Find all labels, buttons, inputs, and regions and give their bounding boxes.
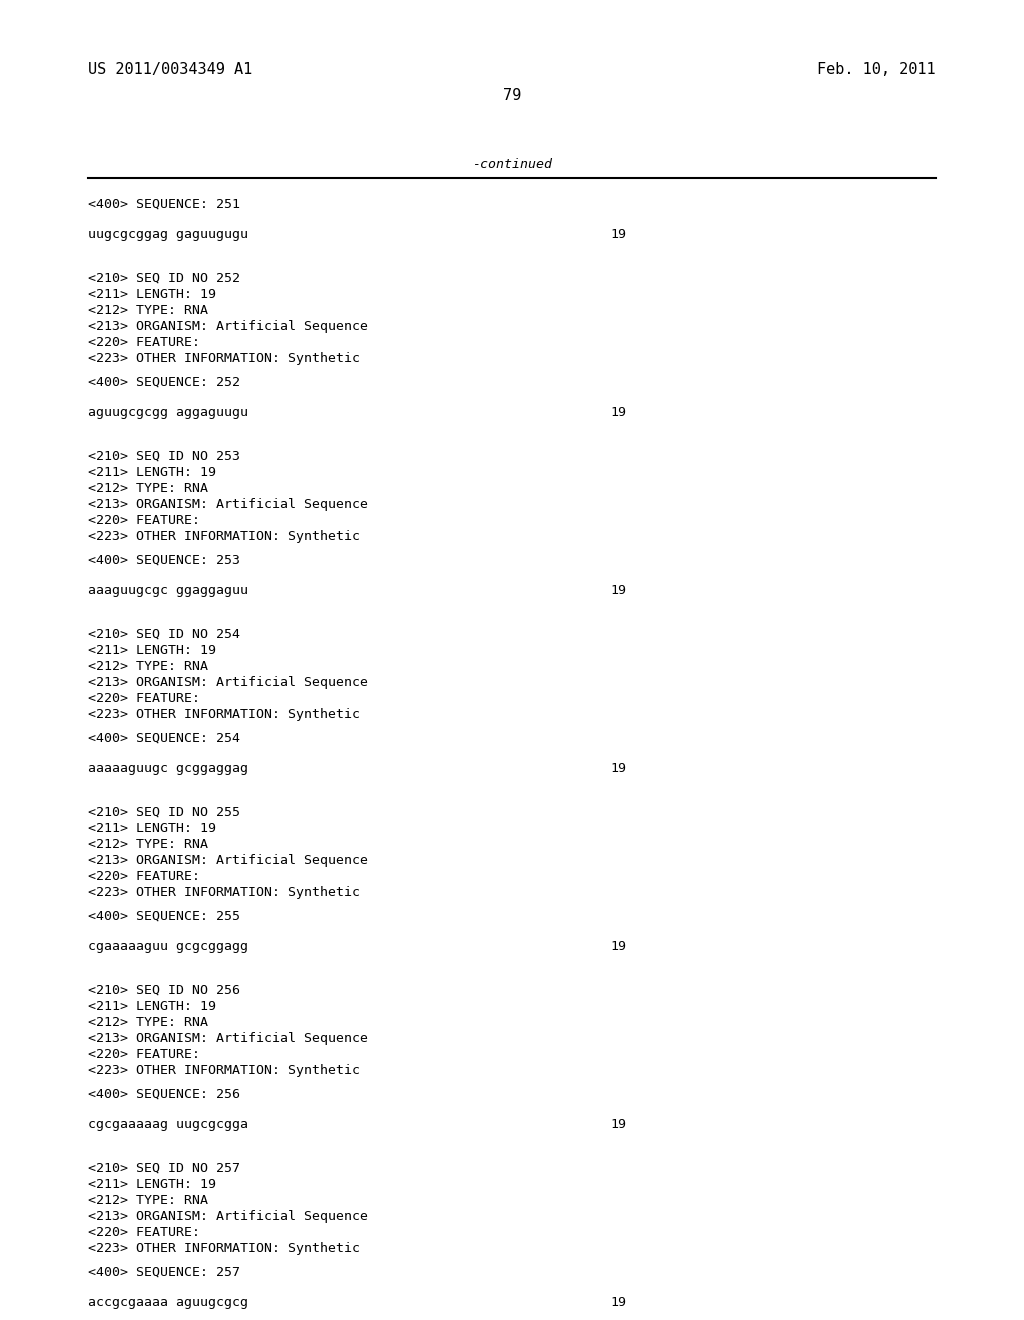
Text: <212> TYPE: RNA: <212> TYPE: RNA bbox=[88, 838, 208, 851]
Text: <213> ORGANISM: Artificial Sequence: <213> ORGANISM: Artificial Sequence bbox=[88, 1032, 368, 1045]
Text: 19: 19 bbox=[610, 1296, 626, 1309]
Text: <213> ORGANISM: Artificial Sequence: <213> ORGANISM: Artificial Sequence bbox=[88, 676, 368, 689]
Text: US 2011/0034349 A1: US 2011/0034349 A1 bbox=[88, 62, 252, 77]
Text: cgaaaaaguu gcgcggagg: cgaaaaaguu gcgcggagg bbox=[88, 940, 248, 953]
Text: <212> TYPE: RNA: <212> TYPE: RNA bbox=[88, 482, 208, 495]
Text: <213> ORGANISM: Artificial Sequence: <213> ORGANISM: Artificial Sequence bbox=[88, 1210, 368, 1224]
Text: <211> LENGTH: 19: <211> LENGTH: 19 bbox=[88, 1001, 216, 1012]
Text: accgcgaaaa aguugcgcg: accgcgaaaa aguugcgcg bbox=[88, 1296, 248, 1309]
Text: <223> OTHER INFORMATION: Synthetic: <223> OTHER INFORMATION: Synthetic bbox=[88, 352, 360, 366]
Text: <212> TYPE: RNA: <212> TYPE: RNA bbox=[88, 1195, 208, 1206]
Text: <223> OTHER INFORMATION: Synthetic: <223> OTHER INFORMATION: Synthetic bbox=[88, 1242, 360, 1255]
Text: 19: 19 bbox=[610, 583, 626, 597]
Text: <400> SEQUENCE: 255: <400> SEQUENCE: 255 bbox=[88, 909, 240, 923]
Text: 19: 19 bbox=[610, 762, 626, 775]
Text: <400> SEQUENCE: 253: <400> SEQUENCE: 253 bbox=[88, 554, 240, 568]
Text: <223> OTHER INFORMATION: Synthetic: <223> OTHER INFORMATION: Synthetic bbox=[88, 1064, 360, 1077]
Text: <220> FEATURE:: <220> FEATURE: bbox=[88, 513, 200, 527]
Text: <220> FEATURE:: <220> FEATURE: bbox=[88, 870, 200, 883]
Text: <213> ORGANISM: Artificial Sequence: <213> ORGANISM: Artificial Sequence bbox=[88, 319, 368, 333]
Text: <212> TYPE: RNA: <212> TYPE: RNA bbox=[88, 304, 208, 317]
Text: uugcgcggag gaguugugu: uugcgcggag gaguugugu bbox=[88, 228, 248, 242]
Text: <210> SEQ ID NO 255: <210> SEQ ID NO 255 bbox=[88, 807, 240, 818]
Text: <211> LENGTH: 19: <211> LENGTH: 19 bbox=[88, 466, 216, 479]
Text: <400> SEQUENCE: 252: <400> SEQUENCE: 252 bbox=[88, 376, 240, 389]
Text: <220> FEATURE:: <220> FEATURE: bbox=[88, 1048, 200, 1061]
Text: Feb. 10, 2011: Feb. 10, 2011 bbox=[817, 62, 936, 77]
Text: <210> SEQ ID NO 256: <210> SEQ ID NO 256 bbox=[88, 983, 240, 997]
Text: <220> FEATURE:: <220> FEATURE: bbox=[88, 1226, 200, 1239]
Text: <400> SEQUENCE: 251: <400> SEQUENCE: 251 bbox=[88, 198, 240, 211]
Text: <400> SEQUENCE: 257: <400> SEQUENCE: 257 bbox=[88, 1266, 240, 1279]
Text: <210> SEQ ID NO 257: <210> SEQ ID NO 257 bbox=[88, 1162, 240, 1175]
Text: <212> TYPE: RNA: <212> TYPE: RNA bbox=[88, 1016, 208, 1030]
Text: <210> SEQ ID NO 254: <210> SEQ ID NO 254 bbox=[88, 628, 240, 642]
Text: <223> OTHER INFORMATION: Synthetic: <223> OTHER INFORMATION: Synthetic bbox=[88, 531, 360, 543]
Text: -continued: -continued bbox=[472, 158, 552, 172]
Text: cgcgaaaaag uugcgcgga: cgcgaaaaag uugcgcgga bbox=[88, 1118, 248, 1131]
Text: 19: 19 bbox=[610, 228, 626, 242]
Text: 19: 19 bbox=[610, 407, 626, 418]
Text: <220> FEATURE:: <220> FEATURE: bbox=[88, 692, 200, 705]
Text: <223> OTHER INFORMATION: Synthetic: <223> OTHER INFORMATION: Synthetic bbox=[88, 886, 360, 899]
Text: <400> SEQUENCE: 254: <400> SEQUENCE: 254 bbox=[88, 733, 240, 744]
Text: <211> LENGTH: 19: <211> LENGTH: 19 bbox=[88, 1177, 216, 1191]
Text: aguugcgcgg aggaguugu: aguugcgcgg aggaguugu bbox=[88, 407, 248, 418]
Text: 19: 19 bbox=[610, 1118, 626, 1131]
Text: aaaguugcgc ggaggaguu: aaaguugcgc ggaggaguu bbox=[88, 583, 248, 597]
Text: aaaaaguugc gcggaggag: aaaaaguugc gcggaggag bbox=[88, 762, 248, 775]
Text: <211> LENGTH: 19: <211> LENGTH: 19 bbox=[88, 288, 216, 301]
Text: <223> OTHER INFORMATION: Synthetic: <223> OTHER INFORMATION: Synthetic bbox=[88, 708, 360, 721]
Text: 19: 19 bbox=[610, 940, 626, 953]
Text: <212> TYPE: RNA: <212> TYPE: RNA bbox=[88, 660, 208, 673]
Text: <220> FEATURE:: <220> FEATURE: bbox=[88, 337, 200, 348]
Text: <211> LENGTH: 19: <211> LENGTH: 19 bbox=[88, 644, 216, 657]
Text: <400> SEQUENCE: 256: <400> SEQUENCE: 256 bbox=[88, 1088, 240, 1101]
Text: <210> SEQ ID NO 252: <210> SEQ ID NO 252 bbox=[88, 272, 240, 285]
Text: <210> SEQ ID NO 253: <210> SEQ ID NO 253 bbox=[88, 450, 240, 463]
Text: <213> ORGANISM: Artificial Sequence: <213> ORGANISM: Artificial Sequence bbox=[88, 498, 368, 511]
Text: <213> ORGANISM: Artificial Sequence: <213> ORGANISM: Artificial Sequence bbox=[88, 854, 368, 867]
Text: 79: 79 bbox=[503, 88, 521, 103]
Text: <211> LENGTH: 19: <211> LENGTH: 19 bbox=[88, 822, 216, 836]
